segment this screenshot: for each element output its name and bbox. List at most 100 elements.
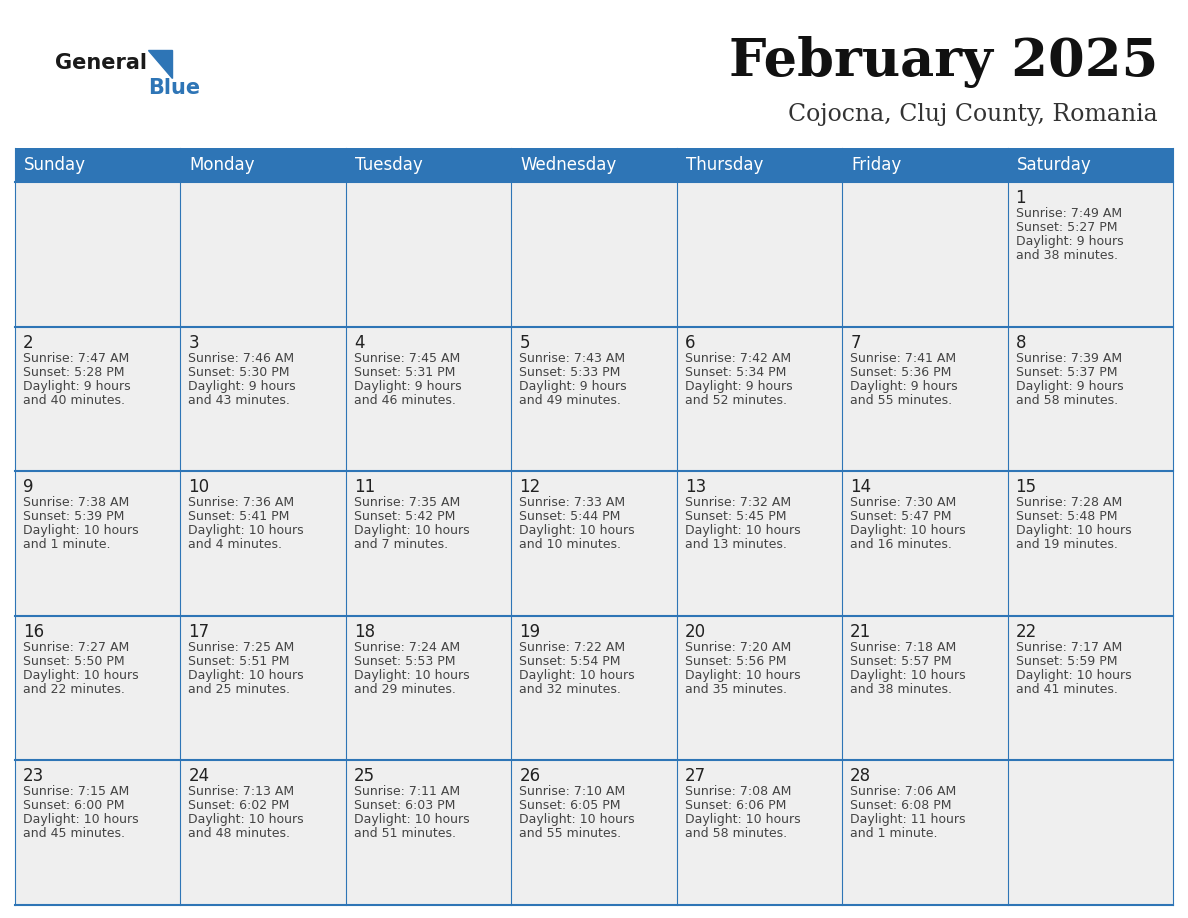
- Bar: [842, 760, 1007, 905]
- Text: Sunset: 5:45 PM: Sunset: 5:45 PM: [684, 510, 786, 523]
- Text: and 1 minute.: and 1 minute.: [851, 827, 937, 840]
- Text: Sunset: 5:30 PM: Sunset: 5:30 PM: [189, 365, 290, 378]
- Text: Sunset: 5:54 PM: Sunset: 5:54 PM: [519, 655, 621, 667]
- Text: Sunset: 6:03 PM: Sunset: 6:03 PM: [354, 800, 455, 812]
- Bar: [181, 182, 346, 327]
- Text: Daylight: 10 hours: Daylight: 10 hours: [851, 669, 966, 682]
- Text: Sunset: 5:47 PM: Sunset: 5:47 PM: [851, 510, 952, 523]
- Bar: [1007, 327, 1173, 471]
- Text: Sunrise: 7:49 AM: Sunrise: 7:49 AM: [1016, 207, 1121, 220]
- Text: Sunrise: 7:15 AM: Sunrise: 7:15 AM: [23, 786, 129, 799]
- Text: and 58 minutes.: and 58 minutes.: [684, 827, 786, 840]
- Text: Daylight: 10 hours: Daylight: 10 hours: [23, 813, 139, 826]
- Text: 4: 4: [354, 333, 365, 352]
- Bar: [511, 760, 677, 905]
- Bar: [677, 760, 842, 905]
- Text: and 7 minutes.: and 7 minutes.: [354, 538, 448, 551]
- Text: and 38 minutes.: and 38 minutes.: [1016, 249, 1118, 262]
- Bar: [346, 616, 511, 760]
- Bar: [346, 760, 511, 905]
- Text: and 32 minutes.: and 32 minutes.: [519, 683, 621, 696]
- Bar: [1007, 616, 1173, 760]
- Text: 7: 7: [851, 333, 860, 352]
- Text: and 55 minutes.: and 55 minutes.: [851, 394, 953, 407]
- Bar: [181, 760, 346, 905]
- Text: Daylight: 9 hours: Daylight: 9 hours: [1016, 235, 1123, 248]
- Text: Sunrise: 7:39 AM: Sunrise: 7:39 AM: [1016, 352, 1121, 364]
- Bar: [842, 182, 1007, 327]
- Text: 6: 6: [684, 333, 695, 352]
- Bar: [677, 182, 842, 327]
- Text: Daylight: 10 hours: Daylight: 10 hours: [851, 524, 966, 537]
- Bar: [181, 616, 346, 760]
- Text: Daylight: 10 hours: Daylight: 10 hours: [189, 524, 304, 537]
- Text: and 58 minutes.: and 58 minutes.: [1016, 394, 1118, 407]
- Text: Sunset: 5:53 PM: Sunset: 5:53 PM: [354, 655, 455, 667]
- Text: Sunrise: 7:25 AM: Sunrise: 7:25 AM: [189, 641, 295, 654]
- Bar: [842, 327, 1007, 471]
- Text: and 45 minutes.: and 45 minutes.: [23, 827, 125, 840]
- Bar: [677, 616, 842, 760]
- Text: Sunset: 6:02 PM: Sunset: 6:02 PM: [189, 800, 290, 812]
- Text: Sunrise: 7:18 AM: Sunrise: 7:18 AM: [851, 641, 956, 654]
- Text: and 49 minutes.: and 49 minutes.: [519, 394, 621, 407]
- Bar: [346, 471, 511, 616]
- Text: Sunset: 5:57 PM: Sunset: 5:57 PM: [851, 655, 952, 667]
- Text: and 1 minute.: and 1 minute.: [23, 538, 110, 551]
- Bar: [346, 327, 511, 471]
- Polygon shape: [148, 50, 172, 78]
- Text: 14: 14: [851, 478, 871, 497]
- Text: Thursday: Thursday: [685, 156, 763, 174]
- Text: Sunset: 6:08 PM: Sunset: 6:08 PM: [851, 800, 952, 812]
- Text: and 40 minutes.: and 40 minutes.: [23, 394, 125, 407]
- Text: Sunrise: 7:11 AM: Sunrise: 7:11 AM: [354, 786, 460, 799]
- Bar: [511, 327, 677, 471]
- Bar: [181, 471, 346, 616]
- Bar: [15, 760, 181, 905]
- Text: General: General: [55, 53, 147, 73]
- Bar: [511, 182, 677, 327]
- Text: Sunset: 5:42 PM: Sunset: 5:42 PM: [354, 510, 455, 523]
- Text: Daylight: 10 hours: Daylight: 10 hours: [519, 669, 634, 682]
- Text: Sunset: 5:27 PM: Sunset: 5:27 PM: [1016, 221, 1117, 234]
- Text: 19: 19: [519, 622, 541, 641]
- Text: Sunrise: 7:27 AM: Sunrise: 7:27 AM: [23, 641, 129, 654]
- Bar: [677, 471, 842, 616]
- Text: Sunrise: 7:10 AM: Sunrise: 7:10 AM: [519, 786, 626, 799]
- Text: Sunrise: 7:35 AM: Sunrise: 7:35 AM: [354, 497, 460, 509]
- Text: Sunset: 6:05 PM: Sunset: 6:05 PM: [519, 800, 621, 812]
- Bar: [1007, 471, 1173, 616]
- Text: Sunset: 5:41 PM: Sunset: 5:41 PM: [189, 510, 290, 523]
- Text: 5: 5: [519, 333, 530, 352]
- Text: Monday: Monday: [189, 156, 255, 174]
- Text: Daylight: 9 hours: Daylight: 9 hours: [354, 380, 461, 393]
- Text: Cojocna, Cluj County, Romania: Cojocna, Cluj County, Romania: [789, 104, 1158, 127]
- Bar: [346, 182, 511, 327]
- Text: February 2025: February 2025: [728, 36, 1158, 88]
- Text: Sunrise: 7:46 AM: Sunrise: 7:46 AM: [189, 352, 295, 364]
- Text: 2: 2: [23, 333, 33, 352]
- Text: 28: 28: [851, 767, 871, 786]
- Text: and 4 minutes.: and 4 minutes.: [189, 538, 283, 551]
- Bar: [677, 327, 842, 471]
- Text: Sunrise: 7:28 AM: Sunrise: 7:28 AM: [1016, 497, 1121, 509]
- Text: and 19 minutes.: and 19 minutes.: [1016, 538, 1118, 551]
- Text: Daylight: 10 hours: Daylight: 10 hours: [189, 669, 304, 682]
- Text: and 38 minutes.: and 38 minutes.: [851, 683, 952, 696]
- Text: Wednesday: Wednesday: [520, 156, 617, 174]
- Text: and 52 minutes.: and 52 minutes.: [684, 394, 786, 407]
- Bar: [15, 182, 181, 327]
- Text: Daylight: 10 hours: Daylight: 10 hours: [519, 813, 634, 826]
- Text: Sunrise: 7:41 AM: Sunrise: 7:41 AM: [851, 352, 956, 364]
- Text: Sunrise: 7:17 AM: Sunrise: 7:17 AM: [1016, 641, 1121, 654]
- Text: Sunset: 5:51 PM: Sunset: 5:51 PM: [189, 655, 290, 667]
- Text: Daylight: 11 hours: Daylight: 11 hours: [851, 813, 966, 826]
- Text: Sunset: 5:44 PM: Sunset: 5:44 PM: [519, 510, 620, 523]
- Text: Saturday: Saturday: [1017, 156, 1092, 174]
- Text: 25: 25: [354, 767, 375, 786]
- Text: Daylight: 9 hours: Daylight: 9 hours: [23, 380, 131, 393]
- Text: Daylight: 10 hours: Daylight: 10 hours: [23, 524, 139, 537]
- Text: Sunset: 5:39 PM: Sunset: 5:39 PM: [23, 510, 125, 523]
- Text: Daylight: 9 hours: Daylight: 9 hours: [1016, 380, 1123, 393]
- Text: Daylight: 9 hours: Daylight: 9 hours: [851, 380, 958, 393]
